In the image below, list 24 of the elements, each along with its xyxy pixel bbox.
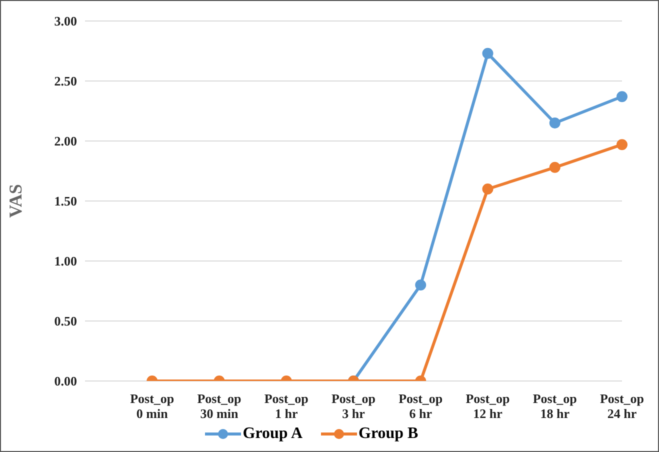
point bbox=[482, 48, 494, 59]
point bbox=[482, 184, 494, 194]
y-axis-title: VAS bbox=[5, 184, 26, 218]
y-tick-label: 3.00 bbox=[54, 14, 77, 29]
y-tick-label: 2.00 bbox=[54, 134, 77, 149]
y-tick-label: 0.00 bbox=[54, 374, 77, 389]
y-tick-label: 0.50 bbox=[54, 314, 77, 329]
y-tick-label: 1.50 bbox=[54, 194, 77, 209]
x-tick-label: Post_op 6 hr bbox=[398, 391, 443, 421]
x-tick-label: Post_op 30 min bbox=[197, 391, 242, 421]
legend-label: Group B bbox=[358, 425, 418, 443]
point bbox=[616, 91, 628, 102]
x-tick-label: Post_op 12 hr bbox=[466, 391, 510, 421]
point bbox=[616, 139, 628, 150]
y-tick-label: 1.00 bbox=[54, 254, 77, 269]
legend-label: Group A bbox=[242, 425, 302, 443]
point bbox=[549, 162, 560, 173]
x-tick-label: Post_op 1 hr bbox=[264, 391, 308, 421]
x-tick-label: Post_op 3 hr bbox=[331, 391, 376, 421]
y-tick-label: 2.50 bbox=[54, 74, 77, 89]
x-tick-label: Post_op 24 hr bbox=[600, 391, 644, 421]
x-tick-label: Post_op 0 min bbox=[130, 391, 174, 421]
x-tick-label: Post_op 18 hr bbox=[532, 391, 577, 421]
point bbox=[549, 118, 560, 128]
